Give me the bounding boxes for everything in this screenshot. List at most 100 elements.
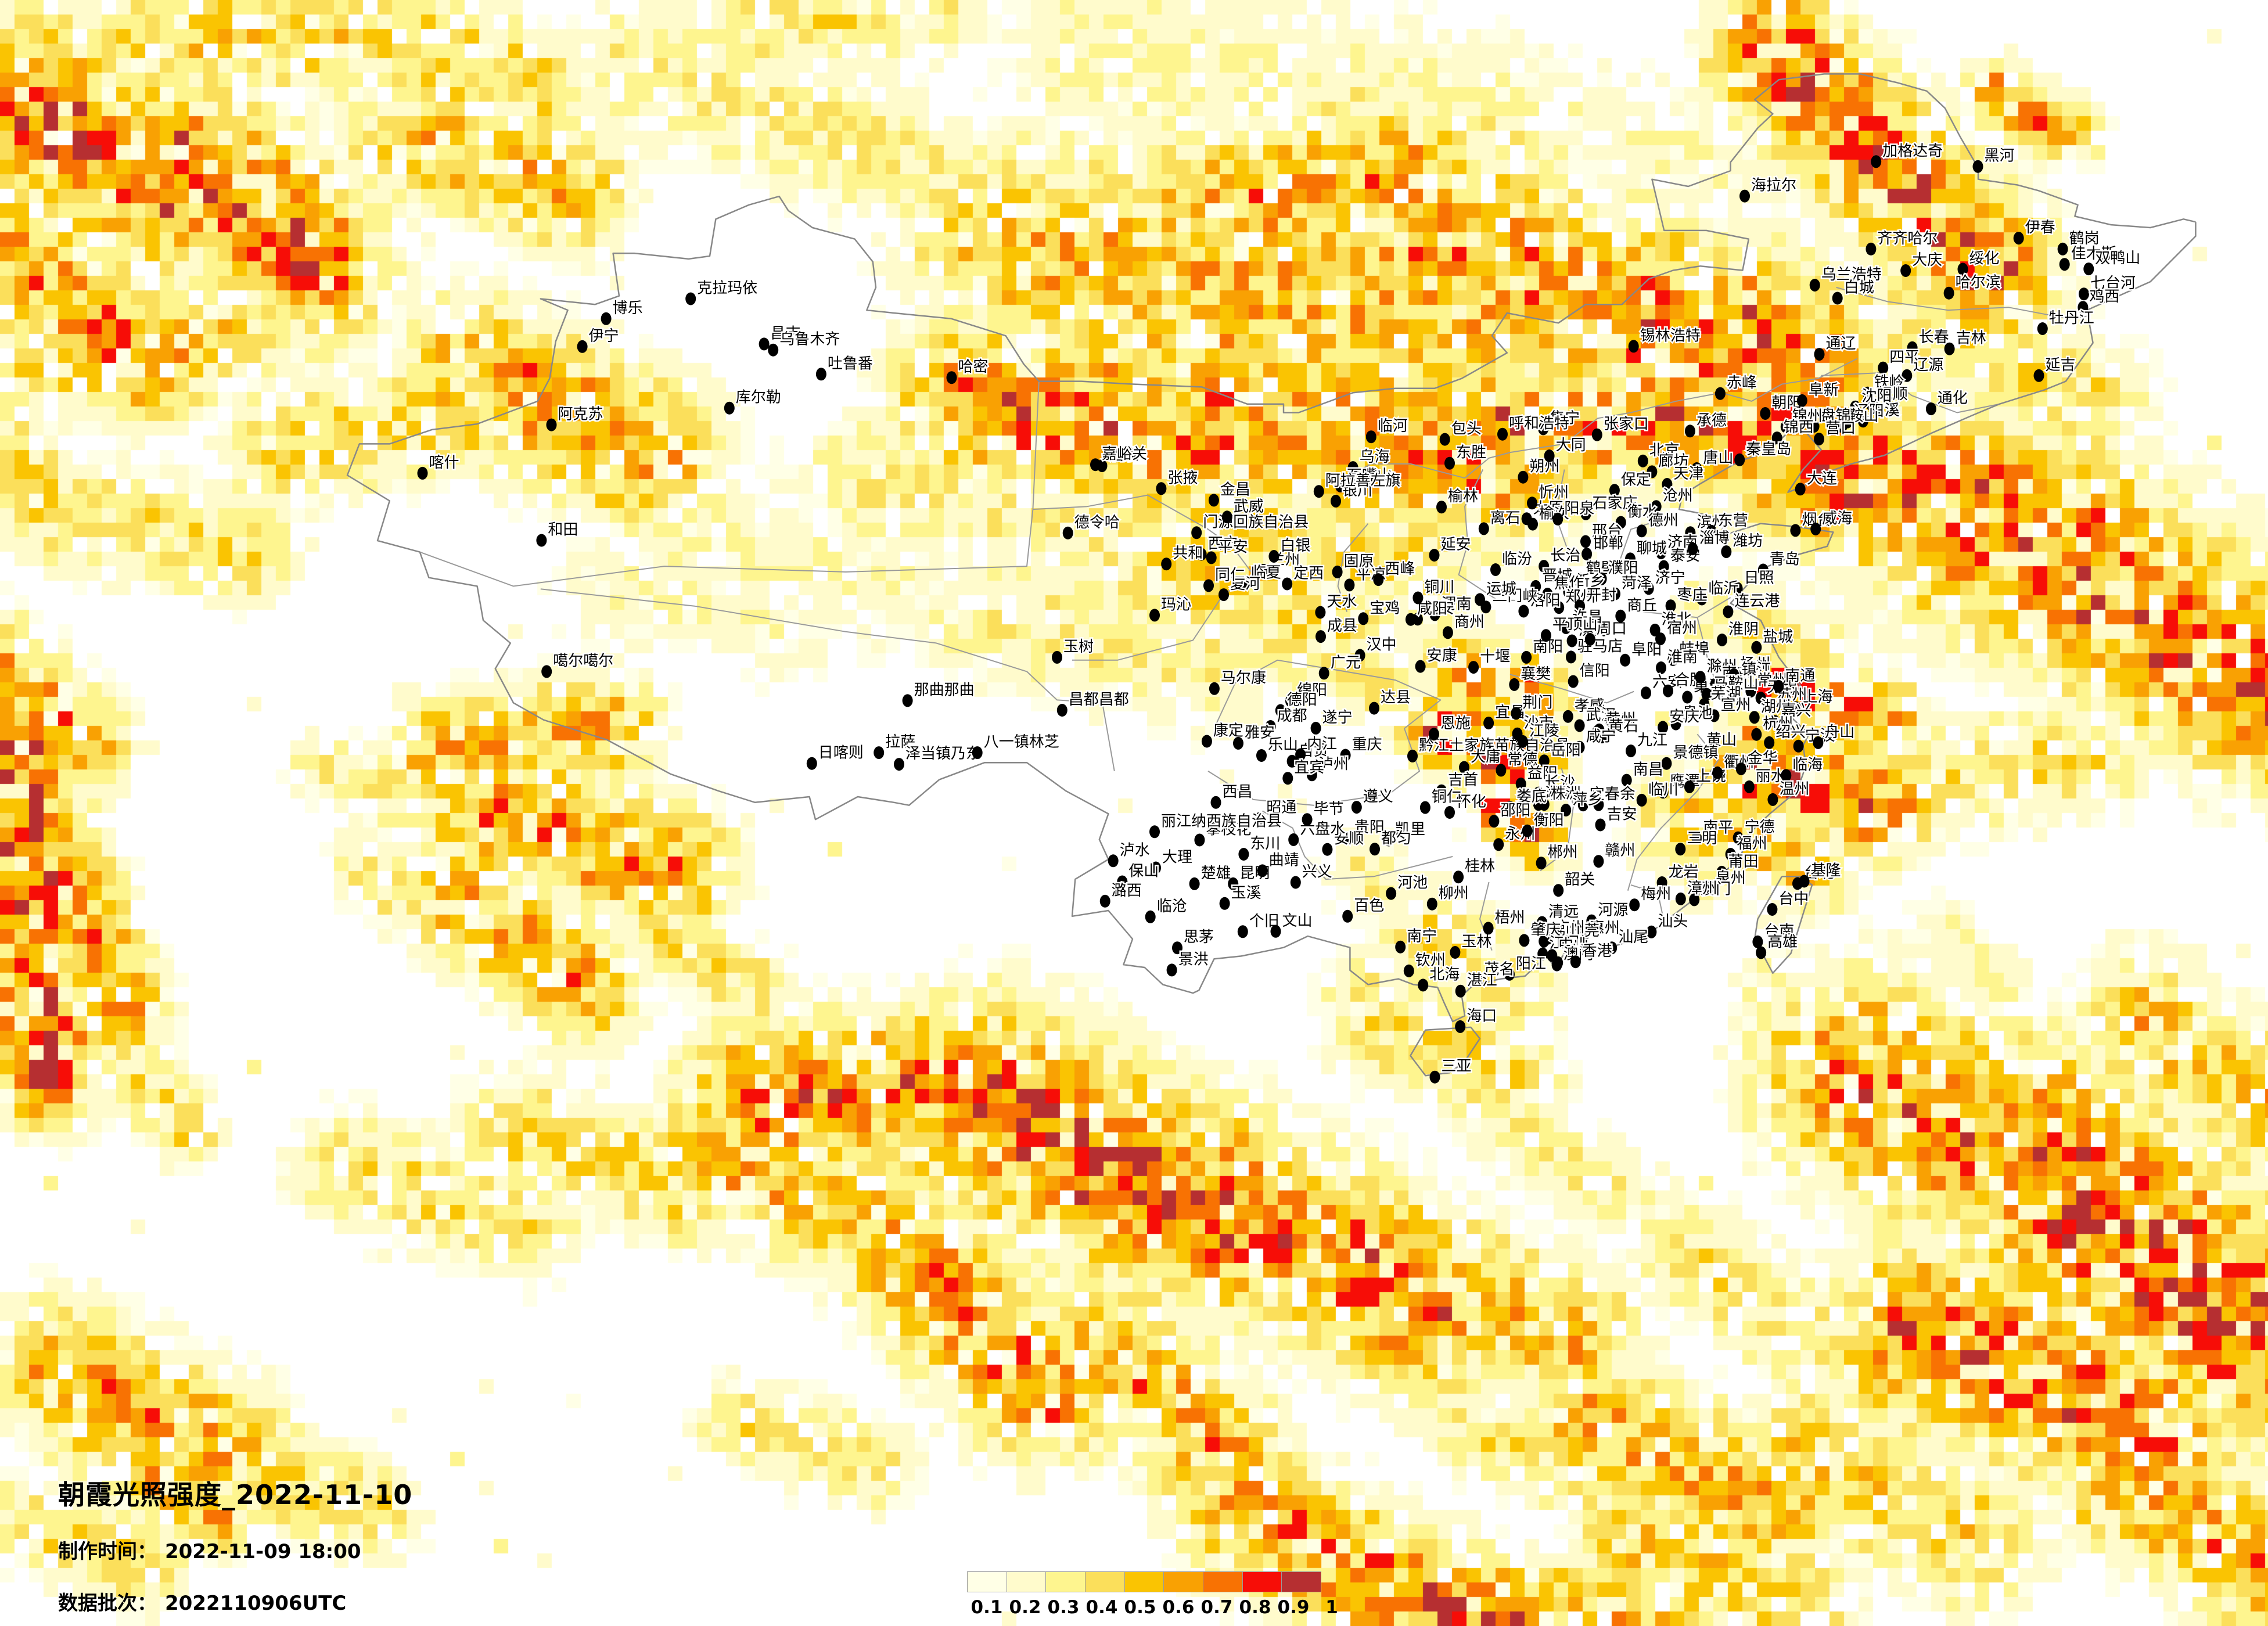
city-marker bbox=[1258, 564, 1269, 577]
info-block: 朝霞光照强度_2022-11-10 制作时间： 2022-11-09 18:00… bbox=[58, 1474, 412, 1616]
city-marker bbox=[1574, 719, 1585, 732]
city-marker bbox=[1504, 967, 1515, 981]
city-label: 十堰 bbox=[1480, 648, 1510, 665]
city-label: 文山 bbox=[1282, 912, 1313, 930]
city-marker bbox=[1637, 454, 1648, 467]
city-label: 阳泉 bbox=[1564, 500, 1594, 517]
city-label: 淮阴 bbox=[1728, 621, 1759, 638]
city-label: 盐城 bbox=[1763, 628, 1793, 646]
city-marker bbox=[1505, 801, 1515, 814]
city-marker bbox=[1684, 780, 1695, 793]
city-marker bbox=[1757, 563, 1769, 577]
city-label: 赣州 bbox=[1605, 842, 1635, 859]
city-label: 马尔康 bbox=[1221, 670, 1266, 687]
city-label: 岳阳 bbox=[1551, 742, 1581, 759]
city-label: 焦作 bbox=[1554, 575, 1584, 592]
city-label: 海拉尔 bbox=[1751, 177, 1796, 195]
city-marker bbox=[1530, 580, 1541, 593]
city-label: 开封 bbox=[1586, 587, 1616, 605]
city-label: 昌吉 bbox=[771, 325, 801, 342]
city-label: 博乐 bbox=[613, 300, 643, 317]
city-marker bbox=[1651, 500, 1662, 513]
city-label: 商州 bbox=[1454, 613, 1485, 631]
city-label: 长沙 bbox=[1545, 774, 1575, 792]
city-marker bbox=[1749, 711, 1760, 724]
city-marker bbox=[2037, 322, 2048, 335]
city-label: 铁岭 bbox=[1874, 374, 1904, 391]
city-marker bbox=[1255, 812, 1266, 825]
city-label: 昌都昌都 bbox=[1069, 691, 1129, 708]
city-label: 乌兰浩特 bbox=[1821, 266, 1882, 283]
city-marker bbox=[1561, 621, 1572, 634]
city-marker bbox=[1295, 748, 1306, 761]
city-marker bbox=[1717, 634, 1727, 646]
city-label: 湖州 bbox=[1761, 698, 1791, 715]
city-label: 日照 bbox=[1744, 569, 1774, 587]
legend-value: 1 bbox=[1325, 1597, 1338, 1618]
city-marker bbox=[1796, 394, 1807, 407]
city-label: 上海 bbox=[1802, 689, 1832, 706]
city-marker bbox=[1436, 784, 1447, 797]
province-boundary bbox=[1696, 733, 1719, 792]
city-marker bbox=[1056, 704, 1067, 717]
city-marker bbox=[1450, 946, 1461, 959]
city-marker bbox=[1233, 736, 1243, 750]
city-label: 哈密 bbox=[958, 358, 989, 376]
city-marker bbox=[1201, 735, 1212, 748]
city-marker bbox=[1620, 653, 1631, 667]
city-label: 温州 bbox=[1779, 780, 1809, 798]
city-marker bbox=[1646, 925, 1657, 938]
city-marker bbox=[1832, 292, 1843, 305]
city-marker bbox=[1536, 857, 1547, 870]
city-marker bbox=[1712, 766, 1723, 779]
city-marker bbox=[1597, 731, 1608, 744]
city-marker bbox=[1900, 264, 1911, 277]
city-marker bbox=[1527, 517, 1538, 531]
city-marker bbox=[1439, 433, 1450, 446]
city-marker bbox=[1206, 551, 1217, 564]
city-marker bbox=[1208, 494, 1219, 507]
city-label: 德令哈 bbox=[1074, 514, 1120, 531]
city-marker bbox=[1866, 398, 1877, 411]
city-marker bbox=[1151, 861, 1161, 875]
legend-value: 0.5 bbox=[1124, 1597, 1156, 1618]
city-marker bbox=[1426, 897, 1437, 911]
city-marker bbox=[1318, 667, 1329, 680]
city-label: 清远 bbox=[1548, 904, 1579, 921]
city-label: 濮阳 bbox=[1608, 560, 1638, 577]
legend-swatch bbox=[1086, 1572, 1125, 1592]
city-marker bbox=[1149, 609, 1160, 622]
city-label: 潍坊 bbox=[1733, 533, 1763, 550]
city-label: 临汾 bbox=[1502, 551, 1532, 568]
city-marker bbox=[1395, 940, 1406, 954]
city-marker bbox=[1732, 582, 1743, 595]
city-marker bbox=[601, 312, 612, 325]
city-label: 荆门 bbox=[1522, 694, 1552, 711]
city-label: 宁波 bbox=[1805, 727, 1835, 744]
city-label: 河池 bbox=[1397, 875, 1428, 892]
city-marker bbox=[1636, 793, 1647, 807]
city-marker bbox=[1655, 632, 1666, 646]
city-marker bbox=[1615, 516, 1626, 529]
city-label: 遂宁 bbox=[1322, 709, 1353, 726]
city-label: 离石 bbox=[1490, 509, 1521, 527]
city-marker bbox=[1595, 818, 1606, 832]
city-label: 铜川 bbox=[1424, 579, 1454, 596]
city-marker bbox=[1418, 979, 1429, 992]
city-marker bbox=[1751, 728, 1762, 741]
city-label: 安康 bbox=[1427, 647, 1457, 665]
city-marker bbox=[1866, 242, 1877, 256]
city-marker bbox=[1662, 478, 1673, 491]
city-label: 吐鲁番 bbox=[828, 355, 873, 372]
city-marker bbox=[1496, 764, 1507, 777]
city-marker bbox=[1302, 813, 1313, 826]
city-label: 吉安 bbox=[1607, 806, 1637, 823]
city-marker bbox=[1580, 507, 1591, 520]
city-label: 夏河 bbox=[1230, 575, 1260, 593]
city-marker bbox=[1944, 342, 1955, 355]
legend-swatch bbox=[1203, 1572, 1243, 1592]
city-marker bbox=[1691, 462, 1702, 475]
city-label: 辽阳 bbox=[1854, 403, 1884, 420]
city-marker bbox=[1907, 341, 1918, 354]
city-label: 淮北 bbox=[1662, 611, 1692, 628]
